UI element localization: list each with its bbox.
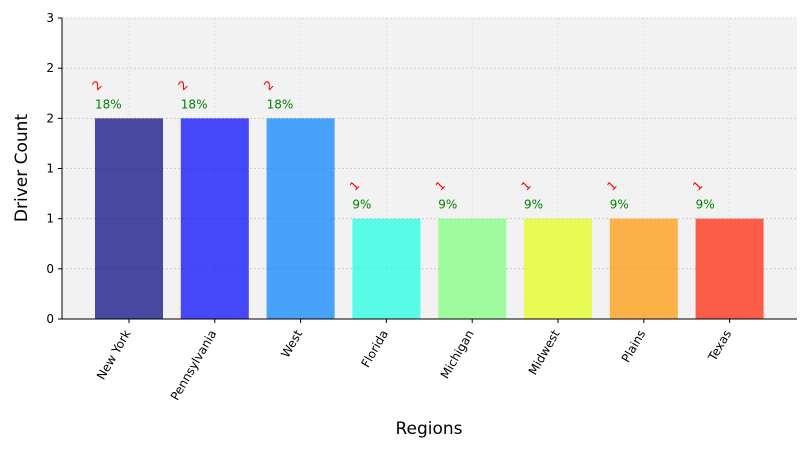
y-tick-label: 1	[46, 162, 54, 176]
bar	[438, 218, 507, 319]
bar	[524, 218, 592, 319]
x-tick-label: Plains	[619, 328, 649, 365]
x-tick-label: New York	[94, 327, 134, 382]
percent-label: 9%	[696, 198, 715, 212]
x-tick-label: Michigan	[438, 328, 477, 382]
percent-label: 9%	[352, 198, 371, 212]
bar	[695, 218, 764, 319]
bars	[95, 118, 764, 319]
y-tick-label: 1	[46, 212, 54, 226]
x-tick-label: Pennsylvania	[168, 328, 220, 403]
y-ticks: 0 0 1 1 2 2 3	[46, 11, 62, 326]
y-tick-label: 2	[46, 61, 54, 75]
y-tick-label: 0	[46, 312, 54, 326]
percent-label: 9%	[524, 198, 543, 212]
percent-label: 9%	[610, 198, 629, 212]
x-tick-label: West	[278, 327, 305, 360]
bar	[266, 118, 335, 319]
y-tick-label: 0	[46, 262, 54, 276]
percent-label: 18%	[95, 97, 122, 111]
y-axis-label: Driver Count	[12, 114, 32, 223]
x-tick-label: Texas	[705, 328, 734, 365]
bar	[609, 218, 678, 319]
y-tick-label: 3	[46, 11, 54, 25]
bar	[352, 218, 421, 319]
bar	[180, 118, 249, 319]
percent-label: 18%	[181, 97, 208, 111]
x-tick-label: Florida	[358, 328, 391, 370]
percent-label: 18%	[267, 97, 294, 111]
x-axis-label: Regions	[395, 419, 462, 439]
percent-label: 9%	[438, 198, 457, 212]
y-tick-label: 2	[46, 111, 54, 125]
x-ticks: New York Pennsylvania West Florida Michigan M…	[94, 319, 734, 403]
bar	[95, 118, 163, 319]
x-tick-label: Midwest	[526, 327, 563, 377]
